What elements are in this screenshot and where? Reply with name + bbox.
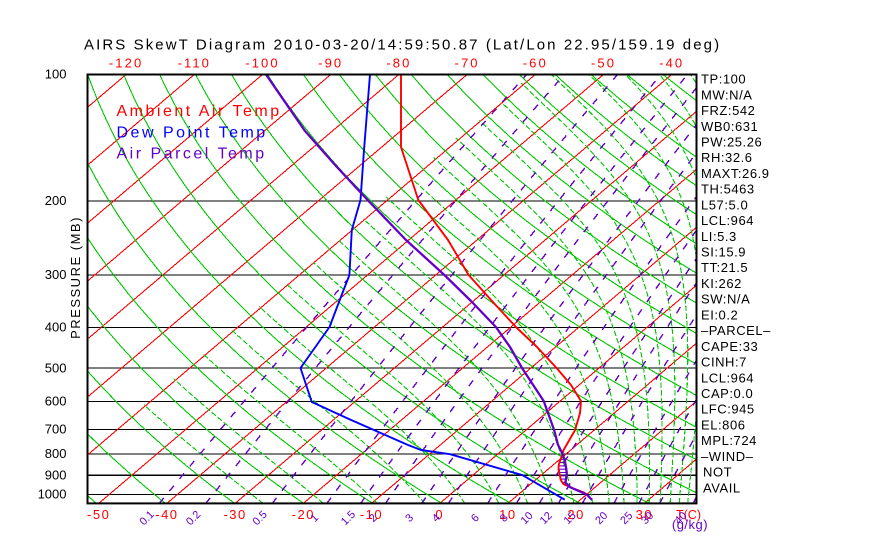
svg-text:LFC:945: LFC:945 bbox=[701, 402, 755, 417]
svg-text:0: 0 bbox=[435, 507, 444, 522]
svg-text:700: 700 bbox=[45, 422, 67, 437]
svg-text:PW:25.26: PW:25.26 bbox=[701, 135, 762, 150]
svg-text:-40: -40 bbox=[659, 56, 684, 71]
svg-text:-120: -120 bbox=[109, 56, 143, 71]
svg-text:EL:806: EL:806 bbox=[701, 417, 746, 432]
svg-text:30: 30 bbox=[636, 507, 653, 522]
svg-text:-40: -40 bbox=[155, 507, 178, 522]
svg-text:SW:N/A: SW:N/A bbox=[701, 292, 750, 307]
svg-text:TH:5463: TH:5463 bbox=[701, 182, 755, 197]
svg-text:–PARCEL–: –PARCEL– bbox=[701, 323, 771, 338]
svg-text:LI:5.3: LI:5.3 bbox=[701, 229, 737, 244]
svg-text:T(C): T(C) bbox=[676, 508, 701, 522]
svg-text:10: 10 bbox=[499, 507, 516, 522]
svg-text:MW:N/A: MW:N/A bbox=[701, 87, 752, 102]
svg-text:600: 600 bbox=[45, 394, 67, 409]
svg-text:100: 100 bbox=[45, 67, 67, 82]
svg-text:RH:32.6: RH:32.6 bbox=[701, 150, 753, 165]
svg-text:SI:15.9: SI:15.9 bbox=[701, 245, 746, 260]
svg-text:KI:262: KI:262 bbox=[701, 276, 742, 291]
svg-text:AIRS SkewT Diagram 2010-03-20/: AIRS SkewT Diagram 2010-03-20/14:59:50.8… bbox=[84, 37, 721, 54]
svg-text:MPL:724: MPL:724 bbox=[701, 433, 757, 448]
svg-text:Dew Point Temp: Dew Point Temp bbox=[117, 125, 268, 142]
svg-text:Air Parcel Temp: Air Parcel Temp bbox=[117, 146, 267, 163]
svg-text:CINH:7: CINH:7 bbox=[701, 355, 747, 370]
svg-text:TT:21.5: TT:21.5 bbox=[701, 260, 748, 275]
svg-text:300: 300 bbox=[45, 267, 67, 282]
svg-text:PRESSURE (MB): PRESSURE (MB) bbox=[68, 216, 83, 339]
svg-text:20: 20 bbox=[567, 507, 584, 522]
svg-text:AVAIL: AVAIL bbox=[703, 480, 741, 495]
svg-text:-10: -10 bbox=[360, 507, 383, 522]
svg-text:-110: -110 bbox=[178, 56, 211, 71]
svg-text:200: 200 bbox=[45, 193, 67, 208]
svg-text:CAPE:33: CAPE:33 bbox=[701, 339, 758, 354]
svg-text:Ambient Air Temp: Ambient Air Temp bbox=[117, 103, 282, 120]
svg-text:-20: -20 bbox=[292, 507, 315, 522]
svg-text:-30: -30 bbox=[223, 507, 246, 522]
svg-text:WB0:631: WB0:631 bbox=[701, 119, 758, 134]
svg-text:500: 500 bbox=[45, 360, 67, 375]
svg-text:-90: -90 bbox=[318, 56, 343, 71]
svg-text:NOT: NOT bbox=[703, 465, 732, 480]
svg-text:LCL:964: LCL:964 bbox=[701, 370, 754, 385]
svg-text:FRZ:542: FRZ:542 bbox=[701, 103, 755, 118]
svg-text:-50: -50 bbox=[591, 56, 616, 71]
svg-text:LCL:964: LCL:964 bbox=[701, 213, 754, 228]
svg-text:-50: -50 bbox=[87, 507, 110, 522]
svg-text:–WIND–: –WIND– bbox=[701, 449, 754, 464]
svg-text:L57:5.0: L57:5.0 bbox=[701, 197, 748, 212]
svg-text:-70: -70 bbox=[455, 56, 480, 71]
svg-text:-60: -60 bbox=[523, 56, 548, 71]
svg-text:EI:0.2: EI:0.2 bbox=[701, 307, 738, 322]
svg-text:800: 800 bbox=[45, 446, 67, 461]
svg-text:-80: -80 bbox=[386, 56, 411, 71]
svg-text:TP:100: TP:100 bbox=[701, 72, 746, 87]
svg-text:-100: -100 bbox=[245, 56, 279, 71]
svg-text:(g/kg): (g/kg) bbox=[672, 517, 708, 532]
svg-text:CAP:0.0: CAP:0.0 bbox=[701, 386, 753, 401]
svg-text:MAXT:26.9: MAXT:26.9 bbox=[701, 166, 770, 181]
svg-text:900: 900 bbox=[45, 468, 67, 483]
svg-text:1000: 1000 bbox=[38, 487, 67, 502]
svg-text:400: 400 bbox=[45, 320, 67, 335]
